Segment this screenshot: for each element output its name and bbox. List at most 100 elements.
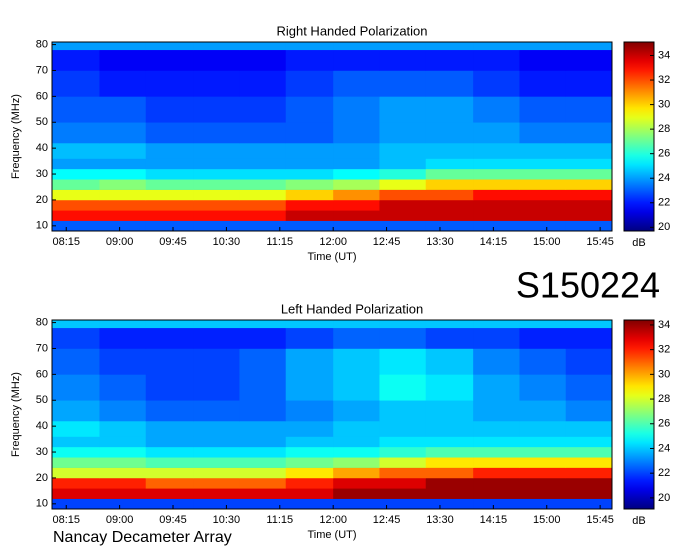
x-tick-label: 09:45: [159, 514, 187, 526]
colorbar-tick-label: 30: [658, 98, 670, 110]
heatmap-cell: [239, 210, 287, 221]
heatmap-cell: [145, 42, 194, 51]
colorbar-tick-label: 28: [658, 393, 670, 405]
heatmap-cell: [519, 168, 567, 180]
heatmap-cell: [193, 199, 240, 211]
colorbar-tick-label: 34: [658, 319, 670, 331]
heatmap-cell: [473, 49, 520, 71]
heatmap-cell: [333, 457, 380, 468]
heatmap-cell: [285, 457, 334, 468]
heatmap-cell: [99, 400, 147, 422]
x-tick-label: 08:15: [52, 514, 80, 526]
heatmap-cell: [99, 142, 147, 159]
heatmap-cell: [425, 436, 474, 448]
heatmap-cell: [425, 420, 474, 437]
heatmap-cell: [99, 220, 147, 232]
heatmap-cell: [285, 168, 334, 180]
heatmap-cell: [425, 210, 474, 221]
heatmap-cell: [285, 199, 334, 211]
heatmap-cell: [565, 400, 613, 422]
heatmap-cell: [99, 327, 147, 349]
heatmap-cell: [99, 199, 147, 211]
heatmap-cell: [145, 220, 194, 232]
heatmap-cell: [99, 467, 147, 479]
heatmap-cell: [425, 477, 474, 489]
colorbar-tick-label: 32: [658, 344, 670, 356]
heatmap-cell: [193, 42, 240, 51]
heatmap-cell: [285, 42, 334, 51]
heatmap-cell: [239, 179, 287, 190]
heatmap-cell: [239, 420, 287, 437]
heatmap-cell: [193, 488, 240, 499]
heatmap-cell: [519, 189, 567, 201]
heatmap-cell: [565, 498, 613, 510]
heatmap-cell: [52, 374, 100, 401]
heatmap-cell: [333, 122, 380, 144]
colorbar-tick-label: 20: [658, 221, 670, 233]
heatmap-cell: [193, 457, 240, 468]
heatmap-cell: [193, 210, 240, 221]
colorbar-tick-label: 22: [658, 197, 670, 209]
heatmap-cell: [379, 436, 427, 448]
heatmap-cell: [193, 122, 240, 144]
heatmap-cell: [333, 477, 380, 489]
y-tick-label: 70: [36, 342, 48, 354]
heatmap-cell: [145, 199, 194, 211]
heatmap-cell: [425, 327, 474, 349]
x-tick-label: 12:00: [319, 236, 347, 248]
x-tick-label: 13:30: [426, 514, 454, 526]
heatmap-cell: [52, 49, 100, 71]
heatmap-cell: [425, 400, 474, 422]
heatmap-cell: [473, 220, 520, 232]
heatmap-cell: [519, 348, 567, 375]
heatmap-cell: [193, 477, 240, 489]
heatmap-cell: [565, 220, 613, 232]
heatmap-cell: [193, 348, 240, 375]
heatmap-cell: [425, 498, 474, 510]
heatmap-cell: [565, 420, 613, 437]
heatmap-cell: [473, 320, 520, 329]
heatmap-cell: [379, 158, 427, 170]
heatmap-cell: [239, 70, 287, 97]
heatmap-cell: [145, 168, 194, 180]
heatmap-cell: [333, 210, 380, 221]
heatmap-cell: [565, 467, 613, 479]
heatmap-cell: [425, 467, 474, 479]
heatmap-cell: [239, 122, 287, 144]
heatmap-cell: [145, 457, 194, 468]
heatmap-cell: [193, 320, 240, 329]
y-tick-label: 10: [36, 220, 48, 232]
heatmap-cell: [333, 374, 380, 401]
heatmap-cell: [473, 96, 520, 123]
heatmap-cell: [239, 189, 287, 201]
heatmap-cell: [285, 477, 334, 489]
heatmap-cell: [333, 420, 380, 437]
colorbar-tick-label: 34: [658, 49, 670, 61]
heatmap-cell: [519, 420, 567, 437]
heatmap-cell: [193, 49, 240, 71]
heatmap-cell: [239, 142, 287, 159]
heatmap-cell: [379, 457, 427, 468]
heatmap-cell: [473, 420, 520, 437]
heatmap-cell: [379, 400, 427, 422]
heatmap-cell: [285, 49, 334, 71]
heatmap-cell: [333, 446, 380, 458]
heatmap-cell: [425, 488, 474, 499]
heatmap-cell: [145, 436, 194, 448]
heatmap-cell: [285, 220, 334, 232]
heatmap-cell: [285, 189, 334, 201]
heatmap-cell: [145, 70, 194, 97]
y-tick-label: 60: [36, 90, 48, 102]
heatmap-cell: [285, 142, 334, 159]
colorbar: [623, 319, 655, 510]
heatmap-cell: [425, 49, 474, 71]
x-tick-label: 09:00: [106, 514, 134, 526]
y-tick-label: 80: [36, 38, 48, 50]
colorbar-tick-label: 24: [658, 442, 670, 454]
heatmap-cell: [285, 96, 334, 123]
heatmap-cell: [473, 446, 520, 458]
heatmap-cell: [379, 327, 427, 349]
heatmap-cell: [239, 400, 287, 422]
heatmap-cell: [473, 327, 520, 349]
x-tick-label: 11:15: [266, 514, 293, 526]
